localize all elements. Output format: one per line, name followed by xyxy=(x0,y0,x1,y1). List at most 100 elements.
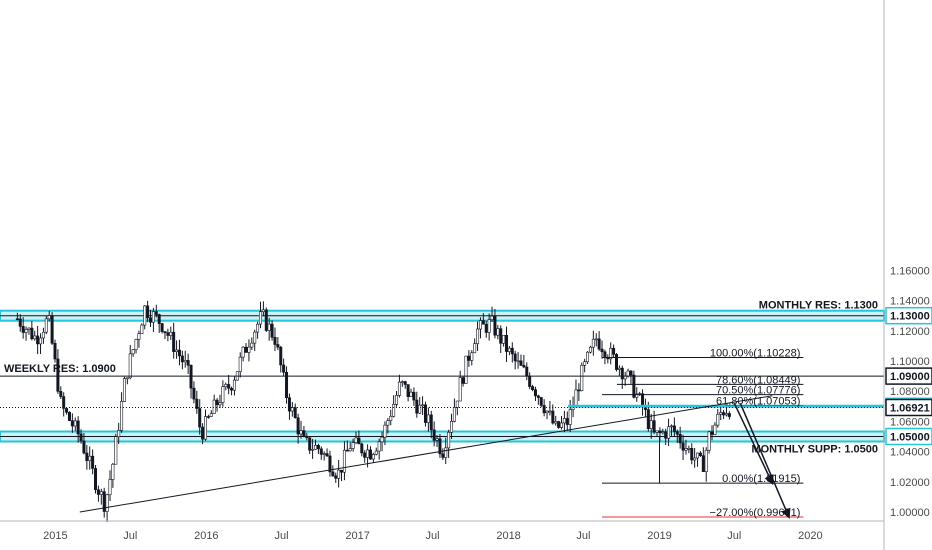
candle-down xyxy=(206,416,210,418)
candle-down xyxy=(198,408,202,428)
candle-up xyxy=(458,377,462,402)
candle-up xyxy=(696,452,700,459)
candle-down xyxy=(340,469,344,473)
candle-up xyxy=(88,455,92,461)
price-tick-label: 1.02000 xyxy=(890,477,930,489)
candle-down xyxy=(629,370,633,376)
current-price-axis-tag-text: 1.06921 xyxy=(890,402,930,414)
candle-down xyxy=(603,351,607,358)
candle-down xyxy=(96,489,100,495)
candle-up xyxy=(704,449,708,473)
monthly-support-label: MONTHLY SUPP: 1.0500 xyxy=(751,444,878,456)
candle-up xyxy=(655,430,659,433)
time-tick-label: 2017 xyxy=(345,530,369,542)
time-axis[interactable]: 2015 Jul 2016 Jul 2017 Jul 2018 Jul 2019 Jul 2020 xyxy=(43,530,822,542)
candle-down xyxy=(672,425,676,432)
candle-up xyxy=(583,361,587,366)
candle-up xyxy=(409,391,413,397)
price-tick-label: 1.06000 xyxy=(890,416,930,428)
candle-down xyxy=(510,347,514,355)
candle-down xyxy=(646,409,650,429)
candle-down xyxy=(499,328,503,344)
candle-up xyxy=(649,420,653,429)
candle-down xyxy=(21,326,25,333)
candle-up xyxy=(299,430,303,435)
candle-down xyxy=(308,437,312,451)
candle-up xyxy=(716,413,720,426)
ascending-trendline xyxy=(79,395,773,513)
candle-up xyxy=(143,305,147,326)
candle-up xyxy=(140,324,144,335)
candle-up xyxy=(669,425,673,428)
candle-down xyxy=(675,431,679,435)
price-tick-label: 1.00000 xyxy=(890,507,930,519)
candle-up xyxy=(122,378,126,402)
candle-up xyxy=(626,370,630,377)
candle-down xyxy=(102,491,106,512)
candle-down xyxy=(406,384,410,397)
candle-down xyxy=(302,430,306,437)
candle-down xyxy=(539,397,543,406)
candle-down xyxy=(551,410,555,424)
candle-down xyxy=(577,389,581,392)
monthly-resistance-axis-tag-text: 1.13000 xyxy=(890,311,930,323)
candle-down xyxy=(149,317,153,323)
candle-up xyxy=(247,346,251,353)
candle-up xyxy=(241,346,245,358)
candle-down xyxy=(273,336,277,345)
candle-down xyxy=(412,391,416,401)
candle-down xyxy=(201,426,205,440)
candle-up xyxy=(204,416,208,440)
candle-up xyxy=(719,412,723,415)
candle-up xyxy=(47,315,51,320)
candle-up xyxy=(374,450,378,455)
candle-up xyxy=(73,420,77,427)
candle-up xyxy=(41,331,45,339)
price-axis[interactable]: 1.16000 1.14000 1.12000 1.10000 1.08000 1.060… xyxy=(890,265,930,519)
candle-up xyxy=(128,353,132,379)
candle-up xyxy=(426,414,430,423)
candle-down xyxy=(82,440,86,454)
candle-down xyxy=(658,430,662,434)
candle-down xyxy=(160,323,164,332)
candle-down xyxy=(334,475,338,479)
candle-up xyxy=(290,407,294,412)
price-tick-label: 1.14000 xyxy=(890,296,930,308)
time-tick-label: Jul xyxy=(425,530,439,542)
candle-down xyxy=(305,436,309,439)
candle-down xyxy=(79,433,83,442)
candle-up xyxy=(588,346,592,353)
time-tick-label: 2019 xyxy=(647,530,671,542)
candle-up xyxy=(386,420,390,426)
candle-up xyxy=(470,352,474,361)
fib-level-label: 100.00%(1.10228) xyxy=(710,348,801,360)
candle-down xyxy=(710,431,714,435)
candle-down xyxy=(195,398,199,409)
candle-up xyxy=(574,389,578,407)
monthly-resistance-label: MONTHLY RES: 1.1300 xyxy=(759,300,878,312)
candle-down xyxy=(287,397,291,412)
candle-up xyxy=(348,448,352,452)
candle-up xyxy=(560,422,564,428)
candle-down xyxy=(276,344,280,348)
candle-down xyxy=(189,364,193,389)
candle-up xyxy=(169,331,173,336)
candle-up xyxy=(545,410,549,414)
candle-down xyxy=(461,377,465,384)
candle-up xyxy=(635,393,639,398)
candle-down xyxy=(632,374,636,398)
candle-down xyxy=(403,381,407,385)
candle-up xyxy=(238,356,242,372)
candle-down xyxy=(76,420,80,435)
candle-down xyxy=(62,396,66,409)
candle-down xyxy=(293,407,297,419)
candle-down xyxy=(438,438,442,455)
monthly-support-axis-tag-text: 1.05000 xyxy=(890,432,930,444)
candle-up xyxy=(594,338,598,341)
candle-up xyxy=(250,342,254,348)
candle-down xyxy=(279,346,283,366)
candle-down xyxy=(180,355,184,363)
candle-down xyxy=(177,349,181,357)
candle-down xyxy=(690,448,694,461)
